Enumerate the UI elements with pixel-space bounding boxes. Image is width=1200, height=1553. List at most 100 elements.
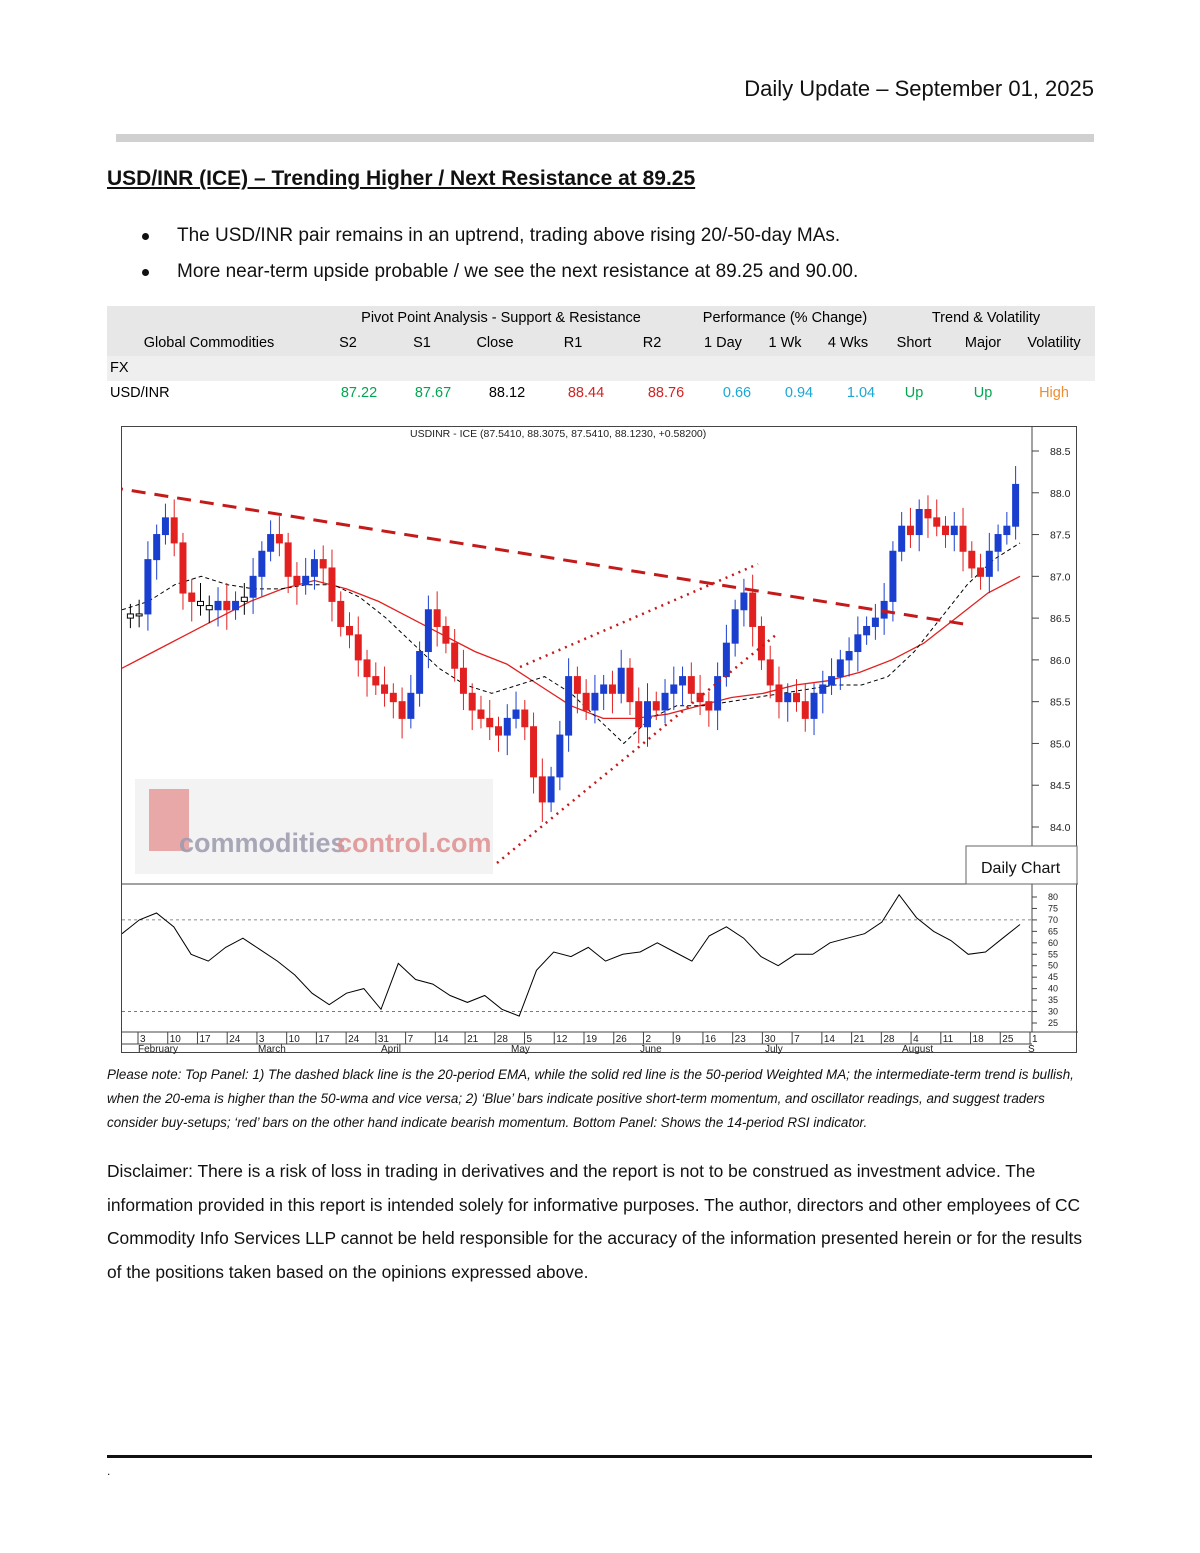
cell-short: Up — [904, 385, 924, 401]
price-tick-label: 85.5 — [1050, 697, 1071, 709]
footer-divider — [107, 1455, 1092, 1458]
candle-body — [784, 692, 792, 703]
date-tick-label: 5 — [527, 1034, 533, 1045]
rsi-tick-label: 65 — [1048, 926, 1058, 936]
candle-body — [635, 701, 643, 728]
candle-body — [468, 692, 476, 711]
table-column-header: Global Commodities S2 S1 Close R1 R2 1 D… — [107, 331, 1095, 356]
date-tick-label: 9 — [675, 1034, 681, 1045]
month-label: May — [511, 1044, 530, 1054]
summary-bullets: The USD/INR pair remains in an uptrend, … — [140, 222, 858, 294]
candle-body — [451, 642, 459, 669]
candle-body — [503, 717, 511, 736]
resistance-trendline — [122, 487, 971, 627]
date-tick-label: 19 — [586, 1034, 598, 1045]
col-name: Global Commodities — [143, 335, 275, 351]
watermark: commodities control.com — [135, 779, 493, 874]
candle-body — [810, 692, 818, 719]
col-1wk: 1 Wk — [768, 335, 802, 351]
candle-body — [214, 600, 222, 611]
candle-body — [565, 676, 573, 736]
cell-volatility: High — [1039, 385, 1069, 401]
section-label: FX — [110, 360, 129, 376]
candle-body — [512, 709, 520, 719]
candle-body — [977, 567, 985, 577]
cell-1day: 0.66 — [722, 385, 752, 401]
daily-chart-label: Daily Chart — [981, 860, 1061, 877]
col-s2: S2 — [339, 335, 357, 351]
date-tick-label: 24 — [348, 1034, 360, 1045]
candle-body — [232, 600, 240, 611]
channel-upper-line — [519, 562, 759, 669]
date-tick-label: 16 — [705, 1034, 717, 1045]
table-section-row: FX — [107, 356, 1095, 381]
bullet-icon — [142, 269, 149, 276]
candle-body — [994, 534, 1002, 552]
date-axis: 3 10 17 24 3 10 17 24 31 7 14 21 28 5 12 19 26 2 9 16 23 30 7 1… — [122, 1032, 1038, 1054]
candle-body — [363, 659, 371, 678]
candle-body — [661, 692, 669, 711]
chart-note: Please note: Top Panel: 1) The dashed bl… — [107, 1067, 1074, 1130]
watermark-text-1: commodities — [179, 828, 346, 858]
group-performance: Performance (% Change) — [702, 310, 868, 326]
candle-body — [600, 684, 608, 694]
rsi-tick-label: 55 — [1048, 949, 1058, 959]
candle-body — [389, 692, 397, 703]
daily-chart-tag: Daily Chart — [965, 845, 1078, 885]
candle-body — [749, 592, 757, 627]
candle-body — [819, 684, 827, 694]
candle-body — [223, 600, 231, 611]
rsi-tick-label: 60 — [1048, 938, 1058, 948]
date-tick-label: 31 — [378, 1034, 390, 1045]
date-tick-label: 28 — [883, 1034, 895, 1045]
candle-body — [828, 676, 836, 686]
candle-body — [161, 517, 169, 536]
candle-body — [258, 550, 266, 577]
rsi-tick-label: 80 — [1048, 892, 1058, 902]
candle-body — [766, 659, 774, 686]
cell-r1: 88.44 — [567, 385, 605, 401]
rsi-tick-label: 35 — [1048, 995, 1058, 1005]
chart-canvas: commodities control.com USDINR - ICE (87… — [122, 427, 1078, 1054]
candle-body — [275, 534, 283, 544]
candle-body — [915, 508, 923, 536]
price-tick-label: 87.5 — [1050, 530, 1071, 542]
candle-body — [608, 684, 616, 694]
candle-body — [205, 605, 213, 611]
candle-body — [845, 651, 853, 661]
date-tick-label: 17 — [318, 1034, 330, 1045]
col-r1: R1 — [563, 335, 583, 351]
candle-body — [950, 525, 958, 536]
date-tick-label: 3 — [259, 1034, 265, 1045]
date-tick-label: 10 — [170, 1034, 182, 1045]
date-tick-label: 21 — [467, 1034, 479, 1045]
bullet-item: The USD/INR pair remains in an uptrend, … — [140, 222, 858, 258]
candle-body — [354, 634, 362, 661]
candle-body — [644, 701, 651, 728]
candle-body — [582, 692, 590, 711]
candle-body — [197, 600, 204, 607]
candle-body — [573, 676, 581, 694]
candle-body — [933, 517, 941, 527]
candle-body — [1003, 525, 1011, 536]
candle-body — [959, 525, 967, 552]
candle-body — [889, 550, 897, 602]
candle-body — [416, 651, 424, 694]
month-label: June — [640, 1044, 662, 1054]
candle-body — [407, 692, 415, 719]
candle-body — [240, 596, 248, 602]
candle-body — [617, 667, 625, 694]
date-tick-label: 18 — [973, 1034, 985, 1045]
col-1day: 1 Day — [704, 335, 742, 351]
date-tick-label: 11 — [943, 1034, 954, 1045]
date-tick-label: 2 — [645, 1034, 651, 1045]
candle-body — [670, 684, 678, 694]
price-tick-label: 87.0 — [1050, 571, 1071, 583]
report-title: USD/INR (ICE) – Trending Higher / Next R… — [107, 167, 696, 190]
candle-body — [442, 625, 450, 644]
date-tick-label: 7 — [794, 1034, 800, 1045]
candle-body — [179, 542, 187, 594]
cell-1wk: 0.94 — [784, 385, 814, 401]
candle-body — [722, 642, 730, 678]
